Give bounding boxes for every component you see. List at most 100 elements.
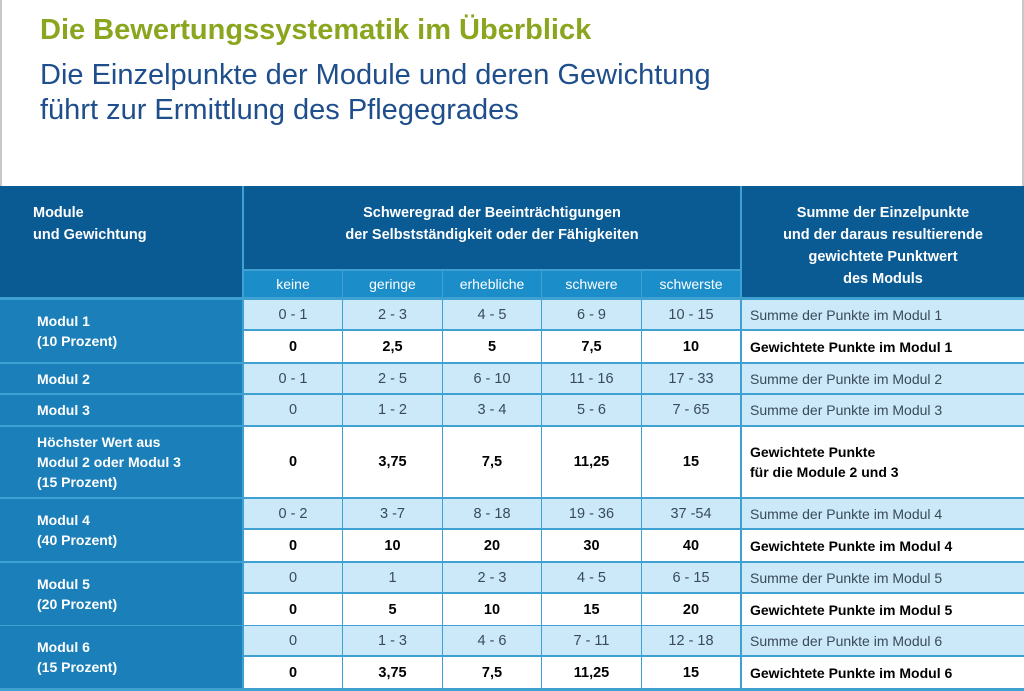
module-label: Modul 4 (40 Prozent) bbox=[0, 499, 242, 561]
module-label: Modul 1 (10 Prozent) bbox=[0, 300, 242, 362]
value-cell: 6 - 9 bbox=[542, 300, 641, 329]
rating-table: Module und Gewichtung Schweregrad der Be… bbox=[0, 186, 1024, 691]
value-cell: 10 - 15 bbox=[642, 300, 740, 329]
severity-level-1: keine bbox=[244, 271, 342, 297]
value-cell: 4 - 5 bbox=[443, 300, 541, 329]
value-cell: 3,75 bbox=[343, 427, 442, 497]
value-cell: 0 bbox=[244, 626, 342, 655]
value-cell: 0 - 2 bbox=[244, 499, 342, 528]
row-description: Summe der Punkte im Modul 5 bbox=[742, 563, 1024, 592]
row-description: Gewichtete Punkte im Modul 6 bbox=[742, 657, 1024, 688]
value-cell: 15 bbox=[542, 594, 641, 625]
header-sum-line: und der daraus resultierende bbox=[783, 227, 983, 243]
value-cell: 0 bbox=[244, 563, 342, 592]
value-cell: 20 bbox=[642, 594, 740, 625]
page-subtitle: Die Einzelpunkte der Module und deren Ge… bbox=[40, 58, 711, 128]
value-cell: 0 - 1 bbox=[244, 300, 342, 329]
value-cell: 3 - 4 bbox=[443, 395, 541, 425]
header-severity-line: Schweregrad der Beeinträchtigungen bbox=[363, 205, 621, 221]
module-label-text: Höchster Wert aus Modul 2 oder Modul 3 (15… bbox=[37, 432, 181, 492]
row-description-line: Gewichtete Punkte bbox=[750, 444, 876, 460]
row-description-text: Summe der Punkte im Modul 5 bbox=[750, 568, 942, 588]
row-description-text: Gewichtete Punkte im Modul 5 bbox=[750, 600, 952, 620]
header-module-line: Module bbox=[33, 205, 84, 221]
value-cell: 6 - 15 bbox=[642, 563, 740, 592]
row-description-line: Summe der Punkte im Modul 3 bbox=[750, 402, 943, 418]
module-label-line: (20 Prozent) bbox=[37, 596, 118, 612]
value-cell: 0 bbox=[244, 427, 342, 497]
row-description-line: Summe der Punkte im Modul 4 bbox=[750, 505, 943, 522]
value-cell: 12 - 18 bbox=[642, 626, 740, 655]
value-cell: 1 bbox=[343, 563, 442, 592]
row-description-line: Gewichtete Punkte im Modul 1 bbox=[750, 338, 953, 355]
module-label-line: Modul 4 bbox=[37, 512, 90, 528]
value-cell: 10 bbox=[343, 530, 442, 561]
header-module-line: und Gewichtung bbox=[33, 227, 147, 243]
value-cell: 7,5 bbox=[443, 657, 541, 688]
module-label-line: Modul 2 oder Modul 3 bbox=[37, 454, 181, 470]
value-cell: 5 - 6 bbox=[542, 395, 641, 425]
row-description-line: Gewichtete Punkte im Modul 4 bbox=[750, 537, 953, 554]
module-label-line: Modul 5 bbox=[37, 576, 90, 592]
value-cell: 11,25 bbox=[542, 657, 641, 688]
severity-level-5: schwerste bbox=[642, 271, 740, 297]
module-label-line: Modul 3 bbox=[37, 402, 90, 418]
value-cell: 17 - 33 bbox=[642, 364, 740, 393]
row-description-line: Gewichtete Punkte im Modul 5 bbox=[750, 601, 953, 618]
value-cell: 2,5 bbox=[343, 331, 442, 362]
module-label-line: (15 Prozent) bbox=[37, 659, 118, 675]
module-label: Modul 6 (15 Prozent) bbox=[0, 626, 242, 688]
row-description: Summe der Punkte im Modul 4 bbox=[742, 499, 1024, 528]
module-label: Modul 3 bbox=[0, 395, 242, 425]
module-label: Modul 2 bbox=[0, 364, 242, 393]
header-severity: Schweregrad der Beeinträchtigungen der S… bbox=[244, 186, 740, 269]
module-label-line: Höchster Wert aus bbox=[37, 434, 161, 450]
header-module: Module und Gewichtung bbox=[0, 186, 242, 297]
row-description: Gewichtete Punkte im Modul 4 bbox=[742, 530, 1024, 561]
subtitle-line: Die Einzelpunkte der Module und deren Ge… bbox=[40, 59, 711, 91]
value-cell: 1 - 2 bbox=[343, 395, 442, 425]
value-cell: 3 -7 bbox=[343, 499, 442, 528]
value-cell: 19 - 36 bbox=[542, 499, 641, 528]
value-cell: 15 bbox=[642, 427, 740, 497]
slide-border-right bbox=[1022, 0, 1024, 188]
value-cell: 0 - 1 bbox=[244, 364, 342, 393]
value-cell: 0 bbox=[244, 594, 342, 625]
value-cell: 2 - 3 bbox=[443, 563, 541, 592]
row-description: Summe der Punkte im Modul 1 bbox=[742, 300, 1024, 329]
row-description-line: für die Module 2 und 3 bbox=[750, 464, 899, 480]
header-sum: Summe der Einzelpunkte und der daraus re… bbox=[742, 186, 1024, 297]
value-cell: 4 - 6 bbox=[443, 626, 541, 655]
severity-level-2: geringe bbox=[343, 271, 442, 297]
module-label-line: Modul 6 bbox=[37, 639, 90, 655]
row-description-line: Summe der Punkte im Modul 2 bbox=[750, 370, 943, 387]
module-label-text: Modul 1 (10 Prozent) bbox=[37, 311, 117, 351]
value-cell: 10 bbox=[443, 594, 541, 625]
module-label-text: Modul 3 bbox=[37, 400, 90, 420]
value-cell: 0 bbox=[244, 395, 342, 425]
row-description-text: Summe der Punkte im Modul 2 bbox=[750, 369, 942, 389]
value-cell: 5 bbox=[343, 594, 442, 625]
module-label-line: (40 Prozent) bbox=[37, 532, 118, 548]
subtitle-line: führt zur Ermittlung des Pflegegrades bbox=[40, 94, 519, 126]
value-cell: 7 - 65 bbox=[642, 395, 740, 425]
value-cell: 11,25 bbox=[542, 427, 641, 497]
header-sum-line: gewichtete Punktwert bbox=[808, 249, 958, 265]
value-cell: 6 - 10 bbox=[443, 364, 541, 393]
module-label-line: Modul 2 bbox=[37, 370, 90, 387]
module-label-line: (10 Prozent) bbox=[37, 333, 118, 349]
header-severity-line: der Selbstständigkeit oder der Fähigkeit… bbox=[345, 227, 639, 243]
row-description: Summe der Punkte im Modul 3 bbox=[742, 395, 1024, 425]
row-description-text: Gewichtete Punkte für die Module 2 und 3 bbox=[750, 442, 899, 482]
row-description-line: Summe der Punkte im Modul 5 bbox=[750, 569, 943, 586]
slide-border-left bbox=[0, 0, 2, 188]
value-cell: 7,5 bbox=[542, 331, 641, 362]
row-description: Summe der Punkte im Modul 2 bbox=[742, 364, 1024, 393]
value-cell: 8 - 18 bbox=[443, 499, 541, 528]
module-label-text: Modul 4 (40 Prozent) bbox=[37, 510, 117, 550]
value-cell: 1 - 3 bbox=[343, 626, 442, 655]
severity-level-4: schwere bbox=[542, 271, 641, 297]
row-description-text: Summe der Punkte im Modul 1 bbox=[750, 305, 942, 325]
value-cell: 37 -54 bbox=[642, 499, 740, 528]
value-cell: 7 - 11 bbox=[542, 626, 641, 655]
